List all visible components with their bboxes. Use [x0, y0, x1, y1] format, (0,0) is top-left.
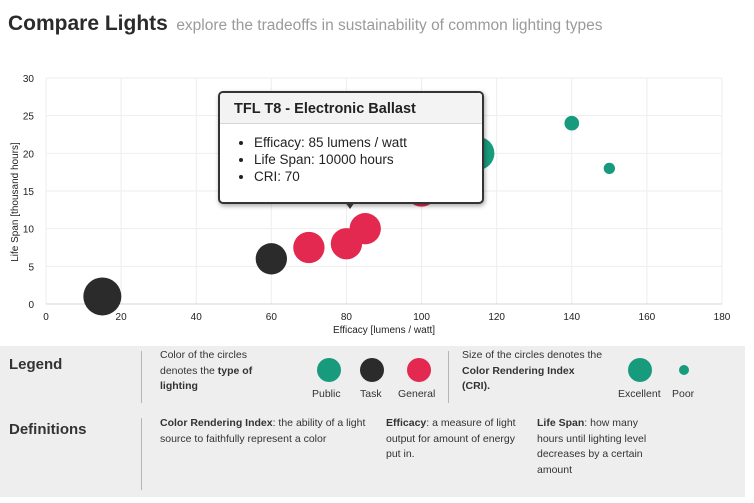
- point-tooltip: TFL T8 - Electronic Ballast Efficacy: 85…: [218, 91, 484, 204]
- size-description: Size of the circles denotes the Color Re…: [462, 349, 603, 392]
- x-tick-label: 160: [639, 312, 656, 323]
- x-tick-label: 100: [413, 312, 430, 323]
- x-tick-label: 60: [266, 312, 278, 323]
- x-tick-label: 180: [714, 312, 731, 323]
- data-point-public[interactable]: [603, 162, 615, 175]
- info-panel: Legend Color of the circles denotes the …: [0, 346, 745, 497]
- definition-life-span: Life Span: how many hours until lighting…: [537, 417, 647, 476]
- x-tick-label: 20: [116, 312, 128, 323]
- legend-general-swatch: [407, 358, 431, 382]
- legend-public-swatch: [317, 358, 341, 382]
- legend-excellent-swatch: [628, 358, 652, 382]
- legend-task-swatch: [360, 358, 384, 382]
- y-tick-label: 0: [28, 300, 34, 311]
- legend-poor-label: Poor: [672, 388, 695, 400]
- x-tick-label: 0: [43, 312, 49, 323]
- data-point-public[interactable]: [564, 115, 580, 131]
- x-tick-label: 120: [488, 312, 505, 323]
- page-title: Compare Lights: [8, 12, 168, 35]
- tooltip-list: Efficacy: 85 lumens / watt Life Span: 10…: [220, 134, 482, 185]
- page-subtitle: explore the tradeoffs in sustainability …: [176, 17, 603, 34]
- y-axis-label: Life Span [thousand hours]: [10, 142, 21, 262]
- y-tick-label: 25: [23, 112, 35, 123]
- data-point-task[interactable]: [255, 243, 287, 275]
- y-tick-label: 15: [23, 187, 35, 198]
- data-point-general[interactable]: [293, 231, 325, 264]
- definition-cri: Color Rendering Index: the ability of a …: [160, 417, 366, 445]
- tooltip-cri: CRI: 70: [254, 168, 482, 185]
- legend-heading: Legend: [9, 356, 63, 373]
- y-tick-label: 20: [23, 149, 35, 160]
- tooltip-life-span: Life Span: 10000 hours: [254, 151, 482, 168]
- legend-divider: [141, 351, 142, 403]
- legend-task-label: Task: [360, 388, 382, 400]
- definition-efficacy: Efficacy: a measure of light output for …: [386, 417, 516, 460]
- tooltip-title: TFL T8 - Electronic Ballast: [220, 93, 482, 124]
- data-point-task[interactable]: [83, 277, 122, 316]
- y-tick-label: 30: [23, 74, 35, 85]
- y-tick-label: 10: [23, 225, 35, 236]
- tooltip-pointer: [345, 202, 355, 209]
- legend-excellent-label: Excellent: [618, 388, 661, 400]
- y-tick-label: 5: [28, 262, 34, 273]
- page-header: Compare Lights explore the tradeoffs in …: [8, 12, 603, 36]
- legend-general-label: General: [398, 388, 436, 400]
- definitions-divider: [141, 418, 142, 490]
- color-description: Color of the circles denotes the type of…: [160, 349, 253, 392]
- data-point-general[interactable]: [349, 213, 381, 245]
- legend-poor-swatch: [679, 365, 689, 375]
- x-axis-label: Efficacy [lumens / watt]: [333, 325, 435, 336]
- tooltip-efficacy: Efficacy: 85 lumens / watt: [254, 134, 482, 151]
- legend-public-label: Public: [312, 388, 341, 400]
- x-tick-label: 40: [191, 312, 203, 323]
- definitions-heading: Definitions: [9, 421, 87, 438]
- legend-divider-2: [448, 351, 449, 403]
- x-tick-label: 80: [341, 312, 353, 323]
- x-tick-label: 140: [563, 312, 580, 323]
- axis-ticks: 0 20 40 60 80 100 120 140 160 180 0 5 10 15 20 25 30: [23, 74, 731, 323]
